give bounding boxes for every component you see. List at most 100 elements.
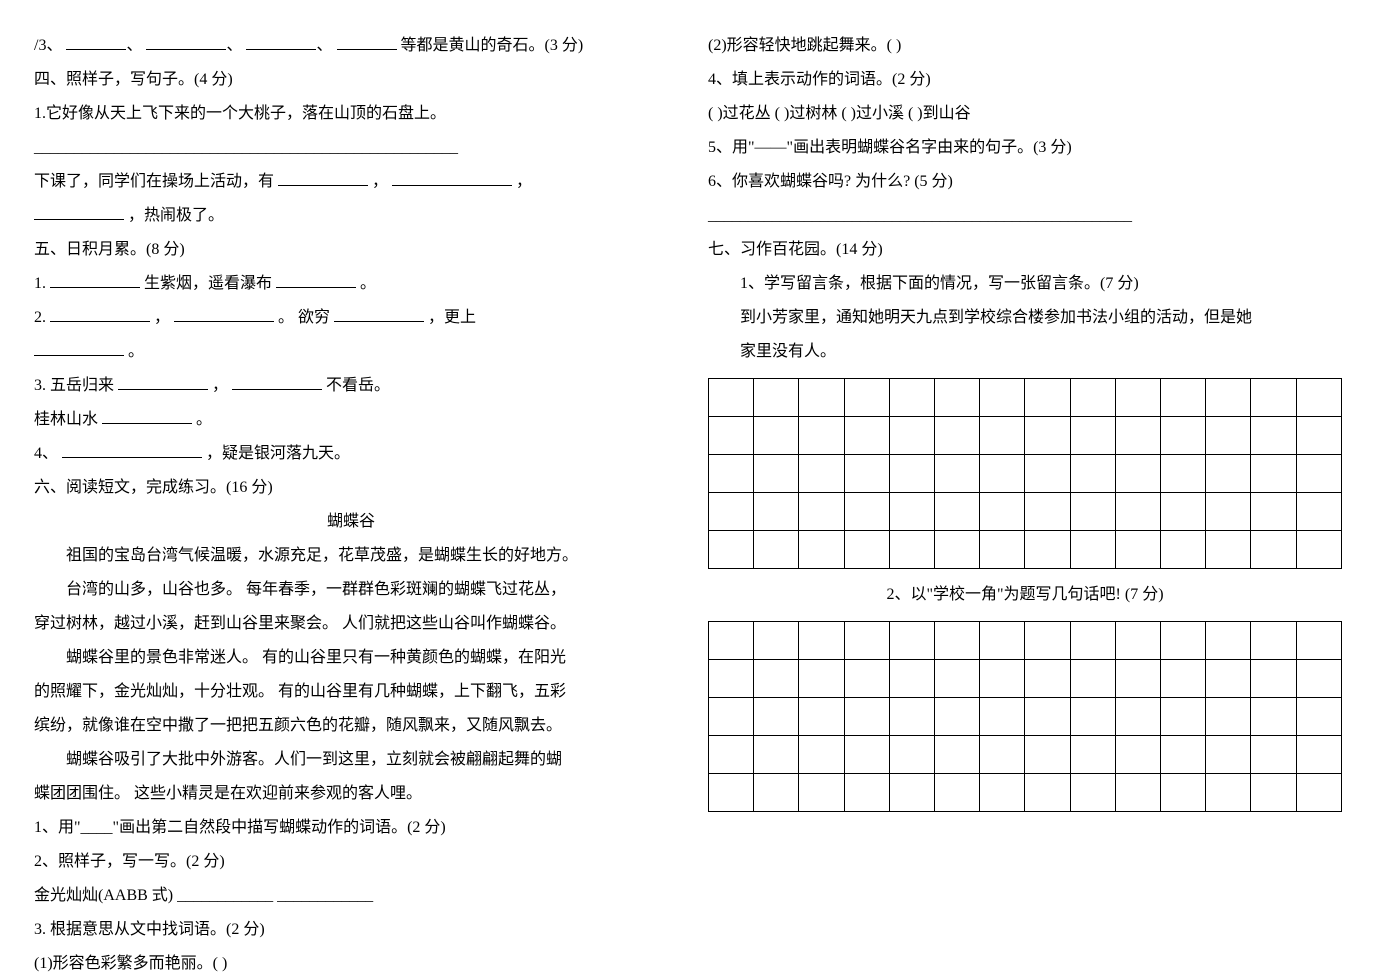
q3-line: /3、 、 、 、 等都是黄山的奇石。(3 分) (34, 30, 668, 62)
blank (146, 31, 226, 50)
blank (34, 337, 124, 356)
grid-cell (1251, 660, 1296, 698)
blank (118, 371, 208, 390)
grid-cell (980, 531, 1025, 569)
grid-cell (1296, 622, 1341, 660)
grid-cell (1206, 660, 1251, 698)
grid-cell (889, 379, 934, 417)
grid-cell (1206, 698, 1251, 736)
grid-cell (1161, 531, 1206, 569)
grid-cell (889, 417, 934, 455)
grid-cell (1161, 622, 1206, 660)
grid-cell (754, 736, 799, 774)
grid-cell (1025, 660, 1070, 698)
text: 。 (196, 411, 212, 428)
grid-cell (1025, 622, 1070, 660)
grid-cell (1070, 622, 1115, 660)
grid-cell (1025, 455, 1070, 493)
blank (392, 167, 512, 186)
grid-cell (889, 736, 934, 774)
grid-cell (980, 736, 1025, 774)
grid-cell (980, 698, 1025, 736)
grid-cell (935, 622, 980, 660)
blank (102, 405, 192, 424)
sec6-title: 六、阅读短文，完成练习。(16 分) (34, 472, 668, 504)
q3-2: (2)形容轻快地跳起舞来。( ) (708, 30, 1342, 62)
grid-cell (980, 455, 1025, 493)
grid-cell (799, 660, 844, 698)
grid-cell (980, 493, 1025, 531)
blank (276, 269, 356, 288)
text: ， (372, 173, 392, 190)
sec5-item3b: 桂林山水 。 (34, 404, 668, 436)
text: 3. 五岳归来 (34, 377, 114, 394)
q3-suffix: 等都是黄山的奇石。(3 分) (401, 37, 584, 54)
p3: 蝴蝶谷里的景色非常迷人。 有的山谷里只有一种黄颜色的蝴蝶，在阳光 (34, 642, 668, 674)
grid-cell (889, 698, 934, 736)
grid-cell (889, 622, 934, 660)
text: 桂林山水 (34, 411, 98, 428)
blank (50, 303, 150, 322)
grid-cell (889, 455, 934, 493)
grid-cell (799, 622, 844, 660)
text: 2. (34, 309, 50, 326)
grid-cell (709, 774, 754, 812)
grid-cell (889, 531, 934, 569)
text: 不看岳。 (326, 377, 390, 394)
grid-cell (1025, 493, 1070, 531)
blank (246, 31, 316, 50)
blank (174, 303, 274, 322)
grid-cell (1206, 455, 1251, 493)
grid-cell (1251, 736, 1296, 774)
grid-cell (844, 493, 889, 531)
text: 4、 (34, 445, 58, 462)
grid-cell (1206, 622, 1251, 660)
grid-cell (1070, 379, 1115, 417)
writing-grid-1 (708, 378, 1342, 569)
q2: 2、照样子，写一写。(2 分) (34, 846, 668, 878)
grid-cell (1161, 774, 1206, 812)
grid-cell (1296, 660, 1341, 698)
p2b: 穿过树林，越过小溪，赶到山谷里来聚会。 人们就把这些山谷叫作蝴蝶谷。 (34, 608, 668, 640)
q5: 5、用"——"画出表明蝴蝶谷名字由来的句子。(3 分) (708, 132, 1342, 164)
grid-cell (754, 531, 799, 569)
grid-cell (980, 660, 1025, 698)
grid-cell (754, 417, 799, 455)
grid-cell (1070, 736, 1115, 774)
text: ，热闹极了。 (128, 207, 224, 224)
grid-cell (844, 660, 889, 698)
p3b: 的照耀下，金光灿灿，十分壮观。 有的山谷里有几种蝴蝶，上下翻飞，五彩 (34, 676, 668, 708)
grid-cell (844, 455, 889, 493)
sec7-1: 1、学写留言条，根据下面的情况，写一张留言条。(7 分) (708, 268, 1342, 300)
text: 下课了，同学们在操场上活动，有 (34, 173, 274, 190)
grid-cell (935, 455, 980, 493)
grid-cell (799, 736, 844, 774)
grid-cell (1206, 493, 1251, 531)
writing-grid-2 (708, 621, 1342, 812)
grid-cell (1070, 531, 1115, 569)
grid-cell (844, 736, 889, 774)
text: 。 欲穷 (278, 309, 330, 326)
grid-cell (844, 417, 889, 455)
grid-cell (1161, 493, 1206, 531)
grid-cell (1070, 774, 1115, 812)
grid-cell (1025, 736, 1070, 774)
grid-cell (844, 774, 889, 812)
grid-cell (709, 660, 754, 698)
grid-cell (1206, 379, 1251, 417)
grid-cell (1115, 774, 1160, 812)
grid-cell (1251, 417, 1296, 455)
grid-cell (1161, 455, 1206, 493)
sec5-item1: 1. 生紫烟，遥看瀑布 。 (34, 268, 668, 300)
grid-cell (754, 379, 799, 417)
grid-cell (1070, 660, 1115, 698)
p4b: 蝶团团围住。 这些小精灵是在欢迎前来参观的客人哩。 (34, 778, 668, 810)
p4: 蝴蝶谷吸引了大批中外游客。人们一到这里，立刻就会被翩翩起舞的蝴 (34, 744, 668, 776)
grid-cell (1161, 379, 1206, 417)
grid-cell (1025, 531, 1070, 569)
sec7-2: 2、以"学校一角"为题写几句话吧! (7 分) (708, 579, 1342, 611)
grid-cell (1161, 698, 1206, 736)
grid-cell (1251, 531, 1296, 569)
grid-cell (1251, 698, 1296, 736)
blank (337, 31, 397, 50)
